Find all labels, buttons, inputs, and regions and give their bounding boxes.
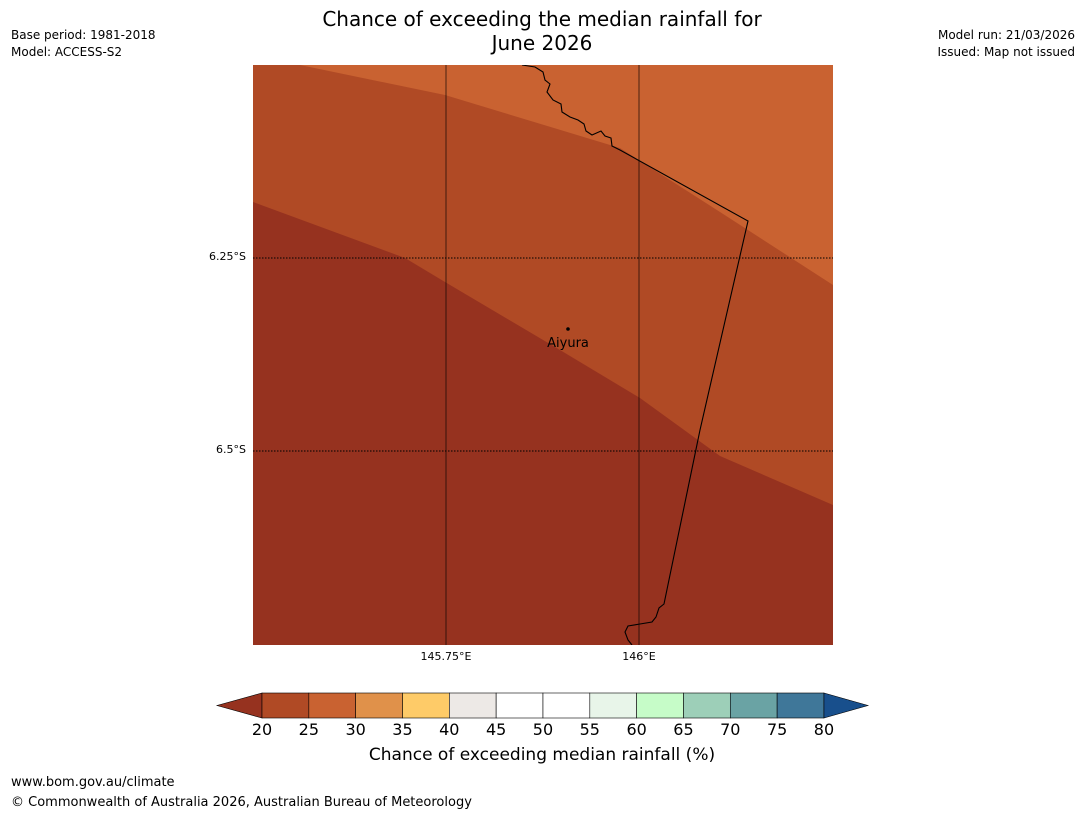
colorbar-segment-75-80 xyxy=(776,692,825,719)
lon-tick-145-75: 145.75°E xyxy=(420,650,472,663)
colorbar-segment-65-70 xyxy=(683,692,731,719)
model-text: Model: ACCESS-S2 xyxy=(11,45,123,59)
colorbar-segment-55-60 xyxy=(589,692,637,719)
place-label-aiyura: Aiyura xyxy=(547,336,589,351)
colorbar-tick-55: 55 xyxy=(579,720,600,739)
colorbar-segment-30-35 xyxy=(355,692,403,719)
colorbar-tick-80: 80 xyxy=(813,720,835,739)
colorbar-segment-50-55 xyxy=(542,692,591,719)
footer-url: www.bom.gov.au/climate xyxy=(11,775,175,790)
base-period-text: Base period: 1981-2018 xyxy=(11,28,156,42)
colorbar-segment-40-45 xyxy=(449,692,497,719)
colorbar-segment-60-65 xyxy=(636,692,684,719)
issued-text: Issued: Map not issued xyxy=(937,45,1075,59)
colorbar-segment-25-30 xyxy=(308,692,356,719)
colorbar-tick-20: 20 xyxy=(251,720,273,739)
chart-title: Chance of exceeding the median rainfall … xyxy=(242,7,842,55)
aiyura-marker xyxy=(566,327,570,331)
colorbar-tick-65: 65 xyxy=(673,720,694,739)
lon-tick-146: 146°E xyxy=(622,650,656,663)
colorbar-segment-35-40 xyxy=(402,692,450,719)
title-line-2: June 2026 xyxy=(491,31,593,55)
colorbar-tick-50: 50 xyxy=(532,720,554,739)
colorbar-tick-75: 75 xyxy=(766,720,788,739)
colorbar-tick-40: 40 xyxy=(439,720,460,739)
colorbar-tick-45: 45 xyxy=(485,720,507,739)
footer-copyright: © Commonwealth of Australia 2026, Austra… xyxy=(11,795,472,810)
colorbar-under-arrow xyxy=(215,692,263,719)
colorbar-tick-70: 70 xyxy=(720,720,741,739)
band-20-25 xyxy=(253,202,833,645)
colorbar-segment-70-75 xyxy=(729,692,778,719)
coastline xyxy=(521,65,749,645)
lat-tick-6-25: 6.25°S xyxy=(209,250,246,263)
lat-tick-6-5: 6.5°S xyxy=(216,443,246,456)
colorbar-tick-60: 60 xyxy=(626,720,647,739)
colorbar-tick-35: 35 xyxy=(392,720,413,739)
colorbar-segment-45-50 xyxy=(495,692,544,719)
colorbar xyxy=(215,692,870,719)
meta-right: Model run: 21/03/2026 Issued: Map not is… xyxy=(937,27,1075,61)
colorbar-tick-30: 30 xyxy=(345,720,366,739)
colorbar-tick-25: 25 xyxy=(298,720,319,739)
title-line-1: Chance of exceeding the median rainfall … xyxy=(322,7,762,31)
colorbar-title: Chance of exceeding median rainfall (%) xyxy=(368,745,716,765)
colorbar-over-arrow xyxy=(823,692,870,719)
model-run-text: Model run: 21/03/2026 xyxy=(937,28,1075,42)
meta-left: Base period: 1981-2018 Model: ACCESS-S2 xyxy=(11,27,156,61)
colorbar-segment-20-25 xyxy=(261,692,310,719)
